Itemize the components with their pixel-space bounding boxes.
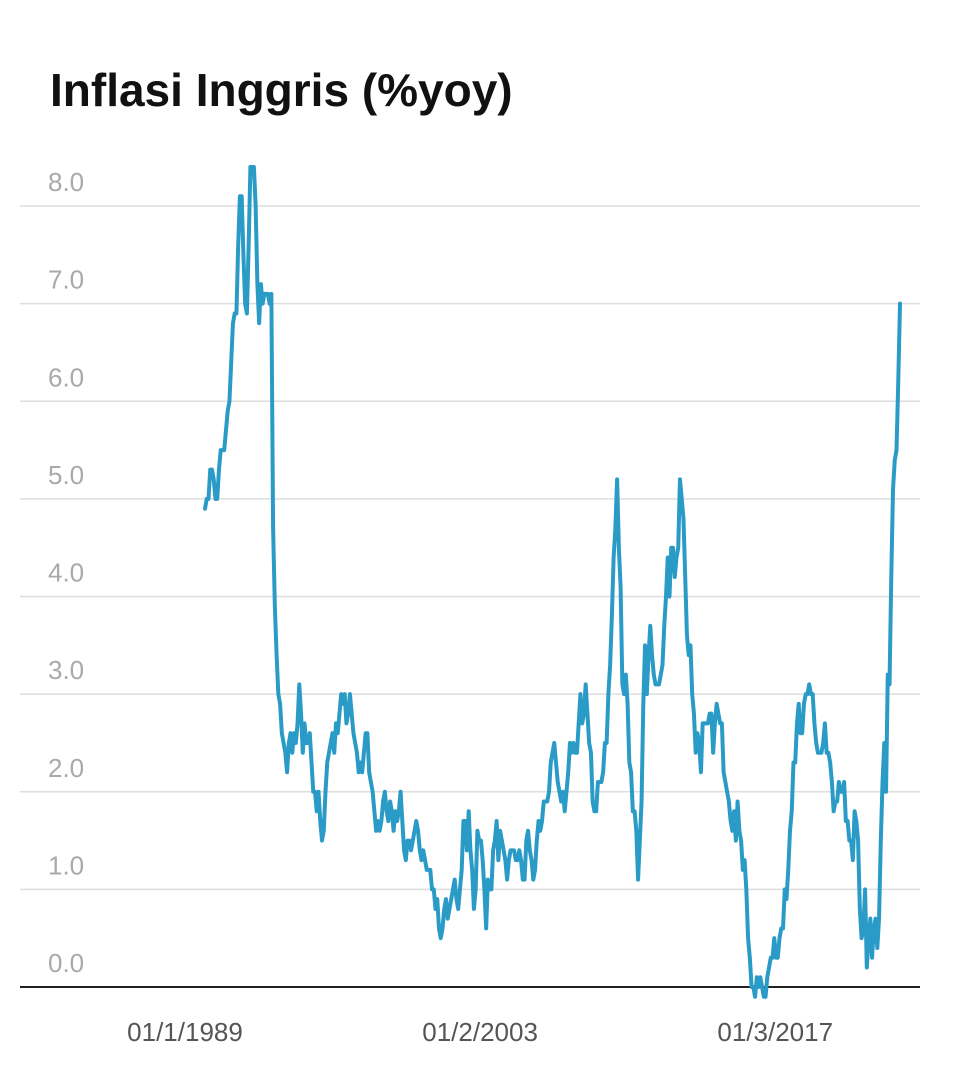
chart-title: Inflasi Inggris (%yoy) <box>50 64 513 116</box>
x-tick-label: 01/3/2017 <box>717 1017 833 1047</box>
data-line <box>203 165 902 999</box>
x-tick-label: 01/2/2003 <box>422 1017 538 1047</box>
y-tick-label: 1.0 <box>48 850 84 880</box>
x-tick-label: 01/1/1989 <box>127 1017 243 1047</box>
y-tick-label: 0.0 <box>48 948 84 978</box>
y-tick-label: 4.0 <box>48 558 84 588</box>
y-tick-label: 5.0 <box>48 460 84 490</box>
y-tick-label: 6.0 <box>48 362 84 392</box>
y-tick-label: 7.0 <box>48 265 84 295</box>
y-tick-label: 2.0 <box>48 753 84 783</box>
y-tick-label: 3.0 <box>48 655 84 685</box>
y-tick-label: 8.0 <box>48 167 84 197</box>
